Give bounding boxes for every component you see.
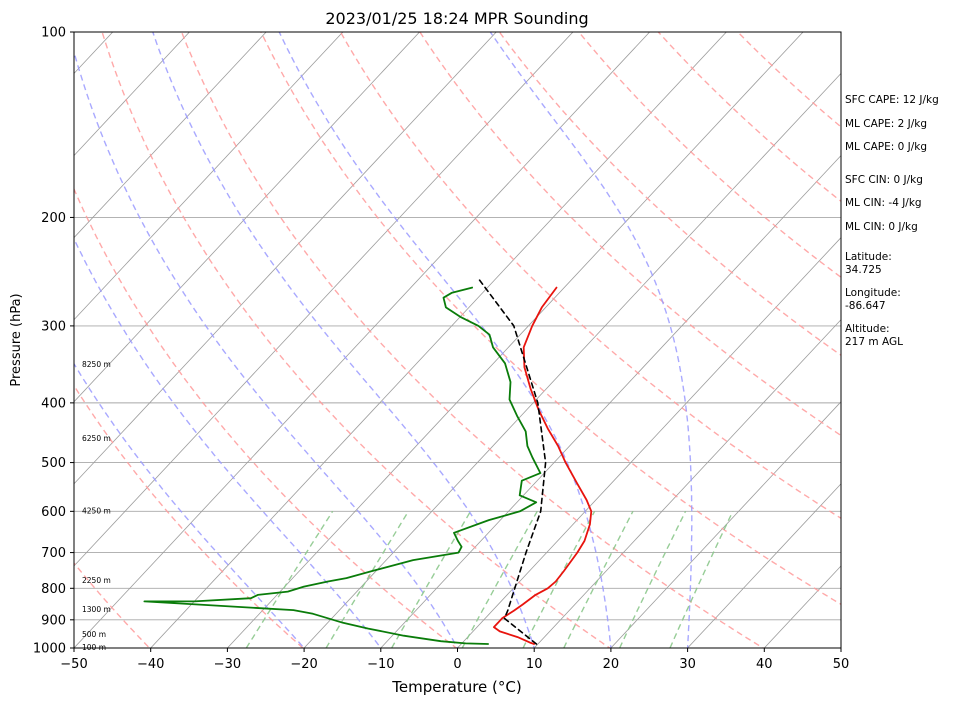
isotherm-line bbox=[74, 32, 651, 648]
y-tick-label: 800 bbox=[41, 582, 66, 597]
isotherm-line bbox=[74, 32, 267, 239]
temperature-trace bbox=[493, 286, 593, 645]
mixing-ratio-line bbox=[669, 511, 734, 648]
altitude: Altitude: 217 m AGL bbox=[845, 323, 903, 348]
isotherm-line bbox=[456, 237, 841, 648]
y-tick-label: 700 bbox=[41, 546, 66, 561]
height-label: 1300 m bbox=[82, 605, 111, 614]
isotherm-line bbox=[150, 32, 727, 648]
isotherm-line bbox=[226, 32, 804, 648]
moist-adiabat bbox=[74, 237, 382, 648]
moist-adiabat bbox=[152, 32, 535, 648]
x-tick-label: 40 bbox=[756, 657, 773, 672]
latitude: Latitude: 34.725 bbox=[845, 251, 892, 276]
ml-cape-1: ML CAPE: 2 J/kg bbox=[845, 117, 928, 130]
isotherm-line bbox=[303, 72, 841, 648]
dry-adiabat bbox=[74, 187, 458, 648]
isotherm-line bbox=[610, 401, 841, 648]
height-label: 6250 m bbox=[82, 434, 111, 443]
dry-adiabat bbox=[419, 32, 841, 437]
height-label: 2250 m bbox=[82, 576, 111, 585]
ml-cape-2: ML CAPE: 0 J/kg bbox=[845, 141, 928, 153]
height-label: 8250 m bbox=[82, 360, 111, 369]
ml-cin-1: ML CIN: -4 J/kg bbox=[845, 197, 922, 209]
y-tick-label: 1000 bbox=[33, 642, 66, 657]
x-tick-label: 10 bbox=[526, 657, 543, 672]
mixing-ratio-line bbox=[461, 510, 538, 648]
sfc-cape: SFC CAPE: 12 J/kg bbox=[845, 94, 939, 106]
x-tick-label: −40 bbox=[137, 657, 164, 672]
moist-adiabat bbox=[489, 32, 693, 648]
mixing-ratio-line bbox=[391, 510, 472, 648]
sounding-traces bbox=[143, 276, 593, 645]
y-tick-label: 900 bbox=[41, 613, 66, 628]
y-tick-label: 300 bbox=[41, 319, 66, 334]
y-tick-label: 400 bbox=[41, 396, 66, 411]
y-axis-label: Pressure (hPa) bbox=[9, 293, 24, 386]
mixing-ratio-line bbox=[619, 511, 687, 648]
isotherm-line bbox=[74, 32, 421, 403]
height-label: 500 m bbox=[82, 630, 106, 639]
x-tick-label: −10 bbox=[367, 657, 394, 672]
mixing-ratio-line bbox=[563, 510, 634, 648]
isotherm-line bbox=[74, 32, 497, 485]
x-tick-label: 30 bbox=[679, 657, 696, 672]
isotherm-line bbox=[74, 32, 190, 157]
ml-cin-2: ML CIN: 0 J/kg bbox=[845, 220, 918, 233]
height-label: 4250 m bbox=[82, 506, 111, 515]
y-tick-label: 100 bbox=[41, 26, 66, 41]
mixing-ratio-line bbox=[522, 510, 596, 648]
dry-adiabat bbox=[74, 561, 151, 648]
y-tick-label: 200 bbox=[41, 211, 66, 226]
mixing-ratio-line bbox=[325, 510, 410, 648]
isotherm-line bbox=[74, 32, 574, 567]
isotherm-line bbox=[687, 483, 841, 648]
moist-adiabat bbox=[74, 362, 306, 648]
background-lines bbox=[74, 32, 841, 648]
dewpoint-trace bbox=[143, 286, 542, 645]
x-tick-label: −50 bbox=[60, 657, 87, 672]
x-tick-label: 50 bbox=[833, 657, 850, 672]
x-axis-label: Temperature (°C) bbox=[391, 678, 521, 696]
moist-adiabat bbox=[74, 49, 459, 648]
parcel-path bbox=[476, 276, 547, 645]
x-tick-label: 20 bbox=[603, 657, 620, 672]
chart-title: 2023/01/25 18:24 MPR Sounding bbox=[325, 9, 588, 28]
longitude: Longitude: -86.647 bbox=[845, 287, 901, 312]
y-tick-label: 500 bbox=[41, 456, 66, 471]
dry-adiabat bbox=[180, 32, 765, 648]
moist-adiabat bbox=[278, 32, 612, 648]
x-tick-label: −20 bbox=[290, 657, 317, 672]
y-tick-label: 600 bbox=[41, 505, 66, 520]
isotherm-line bbox=[380, 154, 841, 648]
sfc-cin: SFC CIN: 0 J/kg bbox=[845, 173, 923, 186]
x-tick-label: 0 bbox=[453, 657, 461, 672]
isotherm-line bbox=[74, 32, 344, 321]
sounding-stats-panel: SFC CAPE: 12 J/kg ML CAPE: 2 J/kg ML CAP… bbox=[845, 94, 951, 348]
mixing-ratio-line bbox=[245, 510, 334, 648]
x-tick-label: −30 bbox=[214, 657, 241, 672]
